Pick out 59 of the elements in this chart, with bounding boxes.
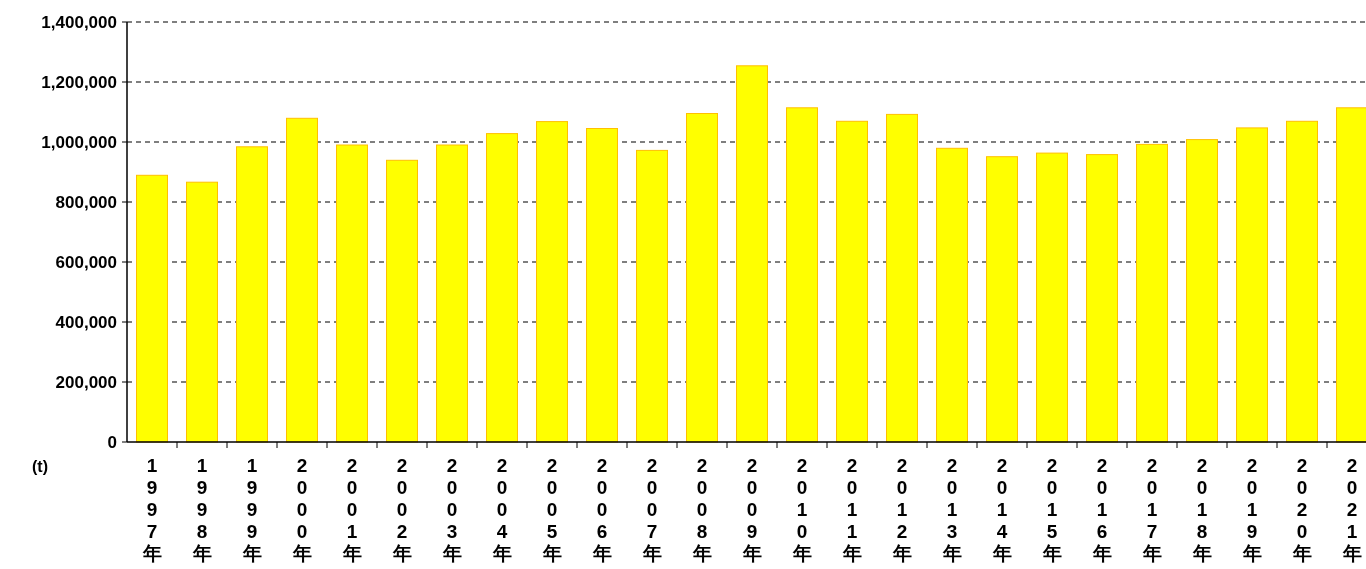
x-tick-label: 2010年 — [791, 455, 812, 564]
bar — [1136, 143, 1168, 443]
x-tick-label: 2019年 — [1241, 455, 1262, 564]
x-tick-label: 2002年 — [391, 455, 412, 564]
bar — [1236, 127, 1268, 443]
bar — [736, 65, 768, 443]
x-tick-label: 2012年 — [891, 455, 912, 564]
bar — [836, 120, 868, 443]
x-tick-label: 2013年 — [941, 455, 962, 564]
x-tick-label: 2016年 — [1091, 455, 1112, 564]
bar — [986, 156, 1018, 443]
y-tick-label: 800,000 — [55, 193, 117, 212]
x-tick-label: 2015年 — [1041, 455, 1062, 564]
x-tick-label: 2018年 — [1191, 455, 1212, 564]
y-tick-label: 1,000,000 — [41, 133, 117, 152]
bar — [886, 113, 918, 443]
x-tick-label: 2006年 — [591, 455, 612, 564]
x-tick-label: 1997年 — [141, 455, 162, 564]
bar — [436, 144, 468, 443]
bar — [1286, 120, 1318, 443]
x-tick-label: 2020年 — [1291, 455, 1312, 564]
x-tick-label: 2007年 — [641, 455, 662, 564]
bar — [936, 147, 968, 443]
bar — [386, 159, 418, 443]
bar — [1186, 139, 1218, 443]
x-tick-label: 2004年 — [491, 455, 512, 564]
bar — [136, 174, 168, 443]
y-tick-label: 1,200,000 — [41, 73, 117, 92]
x-tick-label: 1998年 — [191, 455, 212, 564]
bar — [586, 128, 618, 443]
y-tick-label: 400,000 — [55, 313, 117, 332]
x-tick-label: 2003年 — [441, 455, 462, 564]
y-tick-label: 0 — [107, 433, 117, 452]
x-tick-label: 2000年 — [291, 455, 312, 564]
bar — [686, 113, 718, 443]
bar — [636, 149, 668, 443]
bar — [236, 146, 268, 443]
x-tick-label: 2008年 — [691, 455, 712, 564]
x-tick-label: 2014年 — [991, 455, 1012, 564]
bar — [536, 121, 568, 443]
x-tick-label: 2017年 — [1141, 455, 1162, 564]
bar — [1336, 107, 1366, 443]
y-tick-label: 1,400,000 — [41, 13, 117, 32]
y-tick-label: 600,000 — [55, 253, 117, 272]
x-tick-label: 2021年 — [1341, 455, 1362, 564]
bar — [336, 144, 368, 443]
y-axis-title: (t) — [32, 458, 48, 475]
x-tick-label: 2001年 — [341, 455, 362, 564]
x-tick-label: 1999年 — [241, 455, 262, 564]
bar — [486, 133, 518, 443]
y-tick-label: 200,000 — [55, 373, 117, 392]
x-tick-label: 2011年 — [841, 455, 862, 564]
x-tick-label: 2005年 — [541, 455, 562, 564]
bar — [1086, 154, 1118, 443]
bar — [286, 117, 318, 443]
bar — [1036, 152, 1068, 443]
x-tick-label: 2009年 — [741, 455, 762, 564]
bar — [186, 181, 218, 443]
bar — [786, 107, 818, 443]
